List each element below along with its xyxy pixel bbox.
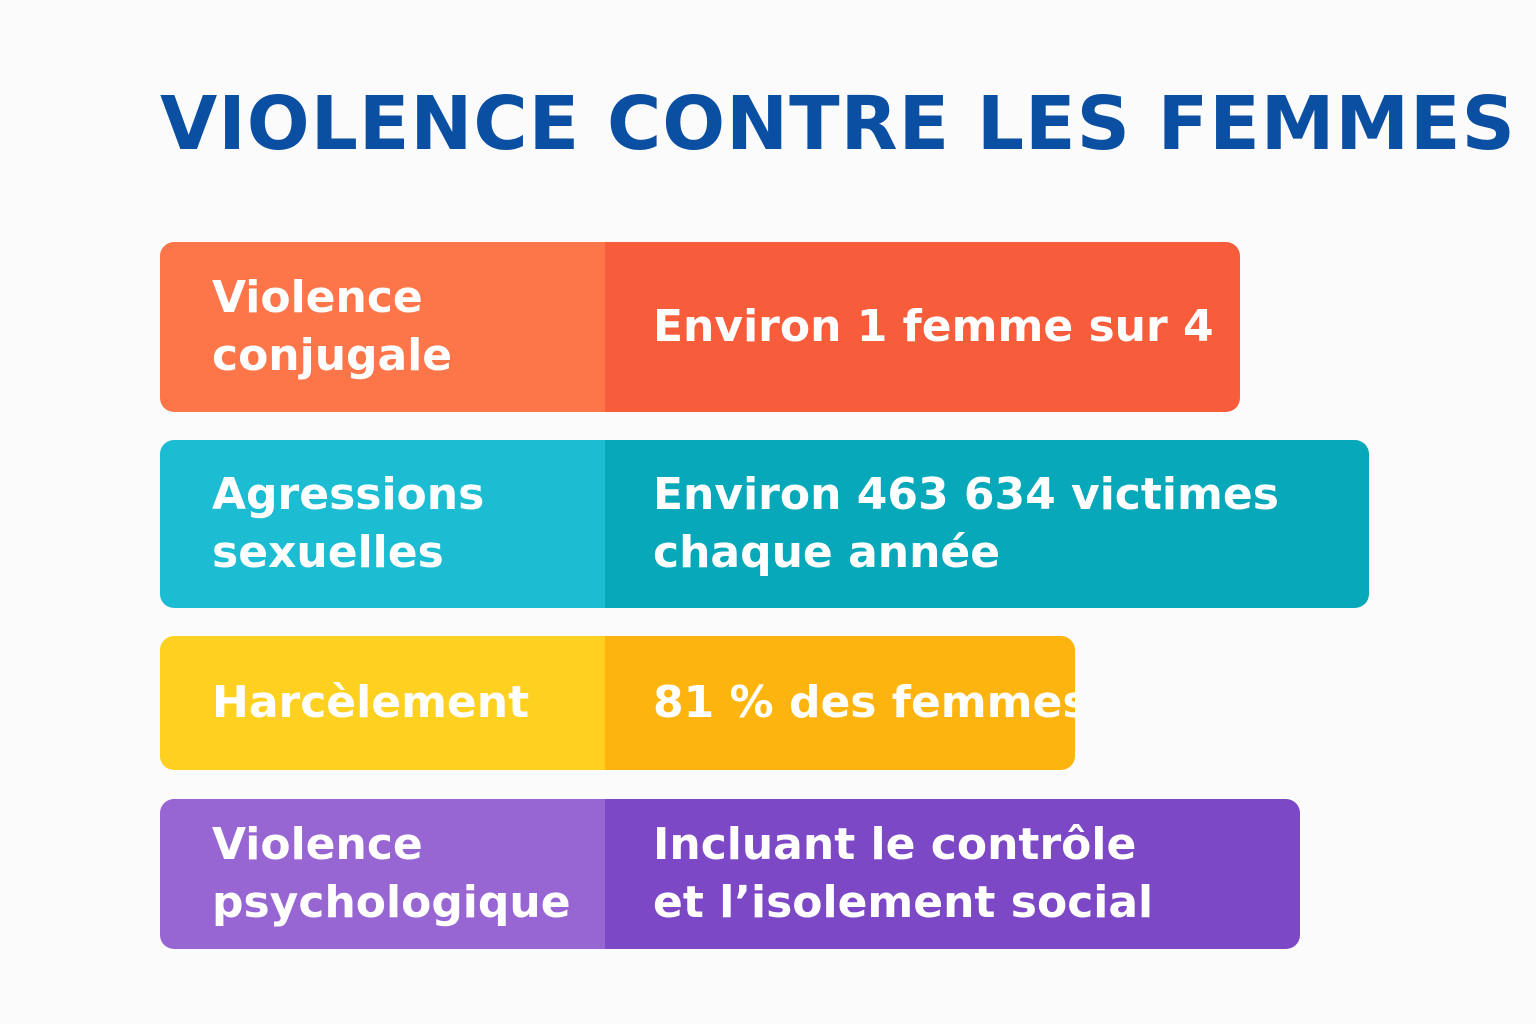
row-value-line: Incluant le contrôle	[653, 819, 1137, 870]
row-label-cell: Violence psychologique	[160, 799, 605, 949]
page-title: VIOLENCE CONTRE LES FEMMES	[160, 81, 1516, 167]
row-label-line: psychologique	[212, 877, 571, 928]
row-value-line: et l’isolement social	[653, 877, 1154, 928]
row-harcelement: Harcèlement 81 % des femmes	[160, 636, 1075, 770]
row-value-cell: Environ 463 634 victimes chaque année	[605, 440, 1369, 608]
row-value-cell: Incluant le contrôle et l’isolement soci…	[605, 799, 1300, 949]
row-label-line: Harcèlement	[212, 677, 530, 728]
row-label-line: Agressions	[212, 469, 485, 520]
row-label-cell: Agressions sexuelles	[160, 440, 605, 608]
row-agressions-sexuelles: Agressions sexuelles Environ 463 634 vic…	[160, 440, 1369, 608]
row-label-cell: Violence conjugale	[160, 242, 605, 412]
row-value-cell: 81 % des femmes	[605, 636, 1075, 770]
row-label-line: conjugale	[212, 330, 453, 381]
row-label-line: Violence	[212, 272, 423, 323]
row-label-cell: Harcèlement	[160, 636, 605, 770]
row-value-line: Environ 463 634 victimes	[653, 469, 1279, 520]
row-violence-psychologique: Violence psychologique Incluant le contr…	[160, 799, 1300, 949]
row-violence-conjugale: Violence conjugale Environ 1 femme sur 4	[160, 242, 1240, 412]
row-label-line: Violence	[212, 819, 423, 870]
row-label-line: sexuelles	[212, 527, 444, 578]
row-value-line: chaque année	[653, 527, 1001, 578]
row-value-line: 81 % des femmes	[653, 677, 1075, 728]
row-value-line: Environ 1 femme sur 4	[653, 301, 1214, 352]
row-value-cell: Environ 1 femme sur 4	[605, 242, 1240, 412]
